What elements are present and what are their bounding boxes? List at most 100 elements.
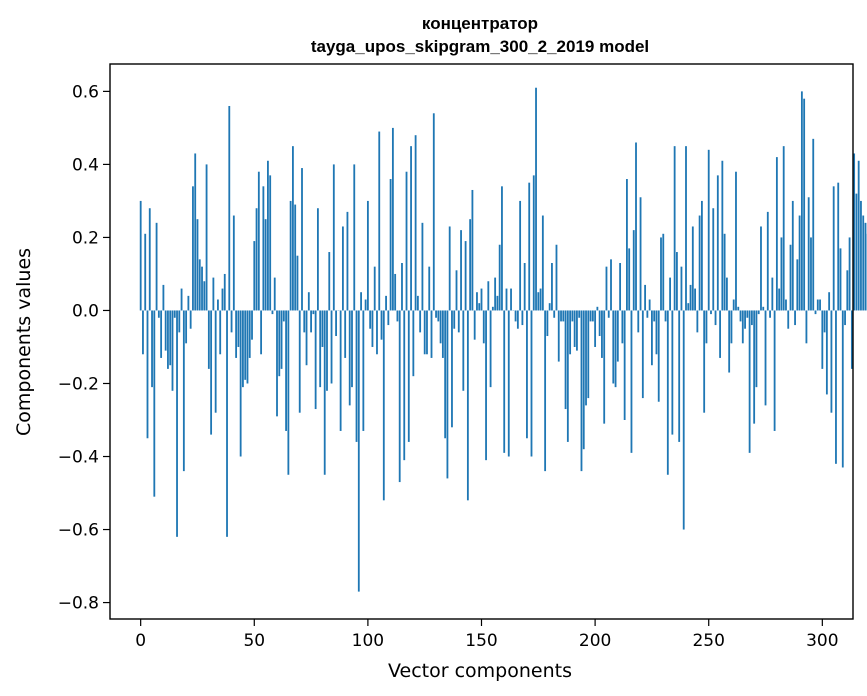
bar-143 <box>464 241 467 311</box>
bar-167 <box>519 200 522 311</box>
bar-265 <box>741 310 744 344</box>
bar-118 <box>407 310 410 442</box>
bar-34 <box>217 299 219 311</box>
bar-259 <box>728 310 731 373</box>
bar-6 <box>153 310 156 497</box>
bar-224 <box>648 299 651 311</box>
bar-47 <box>246 310 249 384</box>
bar-30 <box>207 310 210 369</box>
bar-2 <box>144 233 147 311</box>
bar-157 <box>496 295 499 311</box>
y-tick-label-3: 0.0 <box>72 301 99 321</box>
bar-115 <box>401 263 403 311</box>
bar-277 <box>769 310 771 318</box>
bar-98 <box>362 310 365 431</box>
bar-50 <box>253 241 256 311</box>
bar-241 <box>687 303 690 311</box>
bar-212 <box>621 310 624 344</box>
bar-232 <box>666 310 669 475</box>
bar-182 <box>553 310 556 318</box>
bar-158 <box>498 244 501 311</box>
bar-20 <box>185 310 188 344</box>
bar-32 <box>212 277 215 311</box>
bar-85 <box>332 164 335 311</box>
bar-154 <box>489 310 492 388</box>
bar-296 <box>812 138 815 311</box>
bar-35 <box>219 310 222 355</box>
bar-27 <box>201 266 203 311</box>
bar-201 <box>596 306 599 311</box>
bar-79 <box>319 310 322 388</box>
bar-282 <box>780 237 783 311</box>
bar-77 <box>314 310 317 410</box>
x-tick-label-6: 300 <box>806 631 838 651</box>
bar-55 <box>264 219 267 311</box>
bar-104 <box>376 310 378 355</box>
bar-173 <box>532 175 535 311</box>
bar-170 <box>526 310 528 439</box>
bar-117 <box>405 171 408 311</box>
bar-17 <box>178 310 181 333</box>
bar-90 <box>344 310 347 358</box>
bar-220 <box>639 197 642 311</box>
bar-267 <box>746 310 749 318</box>
bar-187 <box>564 310 567 410</box>
bar-226 <box>653 310 656 322</box>
chart-title-line2: tayga_upos_skipgram_300_2_2019 model <box>311 37 649 56</box>
bar-126 <box>426 310 428 355</box>
bar-276 <box>766 211 769 311</box>
bar-311 <box>846 270 849 311</box>
bar-7 <box>155 222 158 311</box>
bar-180 <box>548 303 551 311</box>
bar-266 <box>744 310 746 329</box>
bar-287 <box>791 200 794 311</box>
bar-4 <box>148 208 151 311</box>
bar-225 <box>651 310 653 366</box>
bar-252 <box>712 208 715 311</box>
bar-127 <box>428 266 431 311</box>
bar-219 <box>637 310 640 333</box>
bar-246 <box>698 215 701 311</box>
bar-131 <box>437 310 440 322</box>
bar-318 <box>862 215 865 311</box>
bar-92 <box>348 310 351 406</box>
x-axis-ticks: 0 50 100 150 200 250 300 <box>135 619 839 651</box>
bar-66 <box>289 200 292 311</box>
bar-174 <box>535 87 537 311</box>
bar-229 <box>660 237 662 311</box>
bar-196 <box>585 310 587 406</box>
bar-150 <box>480 288 483 311</box>
x-axis-label: Vector components <box>388 660 572 682</box>
bar-218 <box>635 142 637 311</box>
bar-237 <box>678 310 681 442</box>
bar-76 <box>312 310 315 315</box>
bar-230 <box>662 233 665 311</box>
bar-168 <box>521 310 524 326</box>
bar-250 <box>707 149 710 311</box>
bar-72 <box>303 310 306 333</box>
bar-42 <box>235 310 238 358</box>
bar-292 <box>803 98 806 311</box>
bar-78 <box>316 208 319 311</box>
bar-184 <box>557 310 560 362</box>
bar-209 <box>614 310 617 388</box>
bar-45 <box>242 310 244 388</box>
bar-203 <box>601 310 603 358</box>
bar-200 <box>594 310 597 347</box>
bar-60 <box>276 310 278 417</box>
bar-314 <box>853 153 856 311</box>
bar-313 <box>850 310 853 369</box>
bar-23 <box>192 186 194 311</box>
bar-80 <box>321 310 324 347</box>
bar-152 <box>485 310 487 461</box>
bar-108 <box>385 295 387 311</box>
bar-73 <box>305 310 308 366</box>
bar-303 <box>828 292 831 311</box>
bar-156 <box>494 277 497 311</box>
bar-130 <box>435 310 437 318</box>
bar-194 <box>580 310 583 472</box>
bar-3 <box>146 310 149 439</box>
bar-142 <box>462 310 465 391</box>
